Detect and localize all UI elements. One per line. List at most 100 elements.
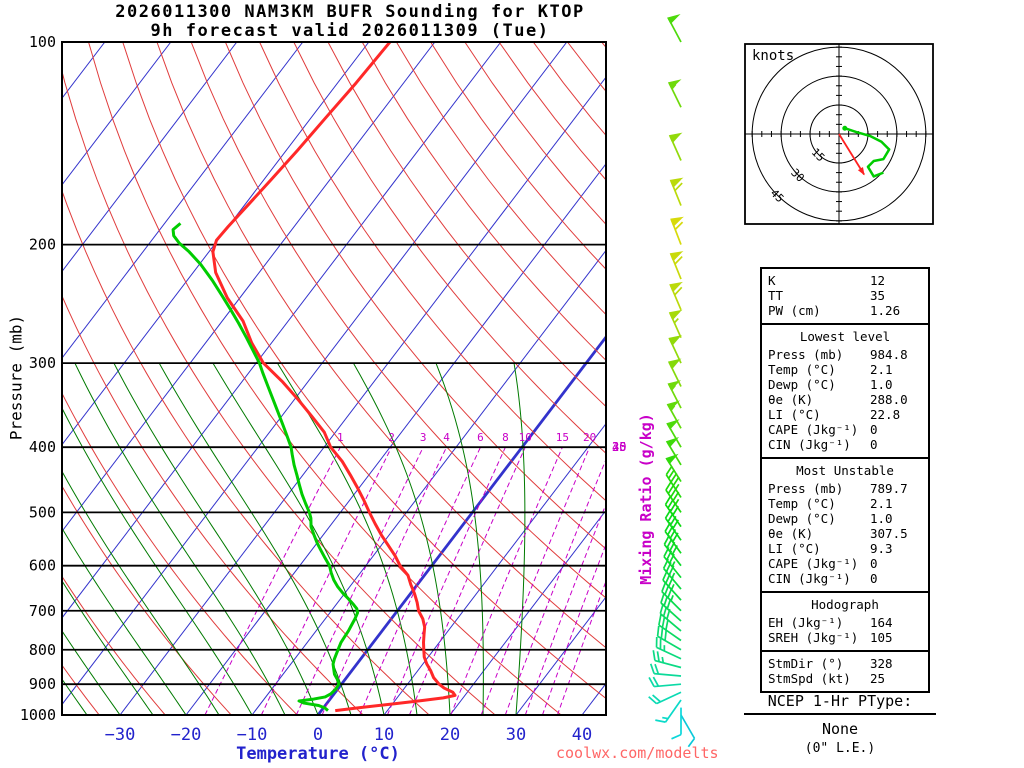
storm-motion-arrow [838, 133, 865, 176]
hodograph-ring [809, 104, 869, 164]
wind-barb [648, 691, 682, 705]
mixing-ratio-label: 2 [388, 431, 395, 444]
stats-value: 0 [870, 556, 878, 571]
stats-label: TT [768, 288, 784, 303]
pressure-axis-label: Pressure (mb) [6, 314, 26, 441]
wind-barb [667, 14, 682, 43]
stats-value: 0 [870, 571, 878, 586]
pressure-tick-label: 700 [29, 602, 56, 620]
temperature-tick-label: 10 [374, 725, 394, 745]
stats-label: Dewp (°C) [768, 511, 836, 526]
stats-row: Press (mb) 789.7 [768, 481, 922, 496]
stats-value: 12 [870, 273, 886, 288]
stats-label: PW (cm) [768, 303, 821, 318]
temperature-profile-line [211, 42, 457, 713]
pressure-tick-label: 1000 [20, 706, 56, 724]
ptype-heading: NCEP 1-Hr PType: [744, 692, 936, 715]
wind-barb [669, 177, 684, 206]
hodograph-ring [751, 46, 927, 222]
stats-section-header: Most Unstable [796, 463, 894, 478]
ptype-panel: NCEP 1-Hr PType: None (0" L.E.) [744, 692, 936, 756]
stats-row: Temp (°C) 2.1 [768, 362, 922, 377]
wind-barb [668, 335, 682, 364]
stats-label: θe (K) [768, 526, 814, 541]
mixing-ratio-edge-label: 35 [612, 440, 626, 454]
stats-row: LI (°C) 9.3 [768, 541, 922, 556]
stats-value: 307.5 [870, 526, 908, 541]
stats-row: StmDir (°) 328 [768, 656, 922, 671]
stats-label: Temp (°C) [768, 362, 836, 377]
stats-label: CIN (Jkg⁻¹) [768, 437, 851, 452]
stats-row: StmSpd (kt) 25 [768, 671, 922, 686]
wind-barb [656, 625, 682, 651]
plot-border [61, 41, 607, 716]
stats-value: 328 [870, 656, 893, 671]
wind-barb [652, 650, 682, 669]
hodograph-trace [844, 127, 891, 178]
wind-barb [665, 436, 682, 466]
pressure-tick-label: 800 [29, 641, 56, 659]
wind-barb [666, 400, 682, 429]
chart-title: 2026011300 NAM3KM BUFR Sounding for KTOP [115, 2, 585, 22]
wind-barb [664, 495, 682, 528]
stats-label: CAPE (Jkg⁻¹) [768, 422, 859, 437]
stats-row: SREH (Jkg⁻¹) 105 [768, 630, 922, 645]
stats-value: 22.8 [870, 407, 901, 422]
mixing-ratio-label: 1 [337, 431, 344, 444]
temperature-tick-label: 30 [506, 725, 526, 745]
hodograph-trace-start [842, 125, 848, 131]
temperature-tick-label: −20 [171, 725, 202, 745]
wind-barb [668, 132, 683, 161]
stats-row: TT 35 [768, 288, 922, 303]
stats-value: 2.1 [870, 496, 893, 511]
stats-row: Dewp (°C) 1.0 [768, 511, 922, 526]
temperature-tick-label: 40 [572, 725, 592, 745]
ptype-detail: (0" L.E.) [804, 741, 876, 756]
wind-barb [670, 216, 684, 245]
stats-section: Most Unstable Press (mb) 789.7 Temp (°C) 2.1… [762, 457, 928, 591]
wind-barb [669, 281, 683, 311]
stats-label: CIN (Jkg⁻¹) [768, 571, 851, 586]
stats-section: Hodograph EH (Jkg⁻¹) 164 SREH (Jkg⁻¹) 105 [762, 591, 928, 650]
stats-label: Press (mb) [768, 481, 844, 496]
temperature-tick-label: 20 [440, 725, 460, 745]
stats-label: Dewp (°C) [768, 377, 836, 392]
stats-row: CIN (Jkg⁻¹) 0 [768, 437, 922, 452]
stats-row: EH (Jkg⁻¹) 164 [768, 615, 922, 630]
stats-row: Temp (°C) 2.1 [768, 496, 922, 511]
stats-label: θe (K) [768, 392, 814, 407]
stats-row: K 12 [768, 273, 922, 288]
sounding-profiles [171, 42, 457, 713]
pressure-tick-label: 900 [29, 675, 56, 693]
stats-value: 105 [870, 630, 893, 645]
stats-label: Temp (°C) [768, 496, 836, 511]
wind-barb-column [648, 14, 696, 748]
mixing-ratio-axis-label: Mixing Ratio (g/kg) [637, 413, 655, 585]
pressure-tick-label: 200 [29, 236, 56, 254]
stats-value: 1.26 [870, 303, 901, 318]
mixing-ratio-edge-label: 30 [612, 440, 626, 454]
stats-value: 25 [870, 671, 886, 686]
pressure-tick-label: 300 [29, 354, 56, 372]
stats-value: 9.3 [870, 541, 893, 556]
mixing-ratio-label: 4 [443, 431, 450, 444]
pressure-tick-label: 600 [29, 557, 56, 575]
stats-section: StmDir (°) 328 StmSpd (kt) 25 [762, 650, 928, 691]
pressure-tick-label: 100 [29, 33, 56, 51]
pressure-tick-label: 500 [29, 503, 56, 521]
wind-barb [667, 380, 682, 409]
temperature-tick-label: 0 [313, 725, 323, 745]
mixing-ratio-label: 10 [519, 431, 532, 444]
stats-value: 35 [870, 288, 886, 303]
stats-row: PW (cm) 1.26 [768, 303, 922, 318]
temperature-tick-label: −30 [105, 725, 136, 745]
wind-barb [655, 636, 682, 660]
temperature-tick-label: −10 [237, 725, 268, 745]
wind-barb [666, 419, 682, 448]
stats-label: K [768, 273, 776, 288]
wind-barb [667, 79, 682, 108]
hodograph-units-label: knots [752, 48, 795, 64]
stats-label: LI (°C) [768, 407, 821, 422]
